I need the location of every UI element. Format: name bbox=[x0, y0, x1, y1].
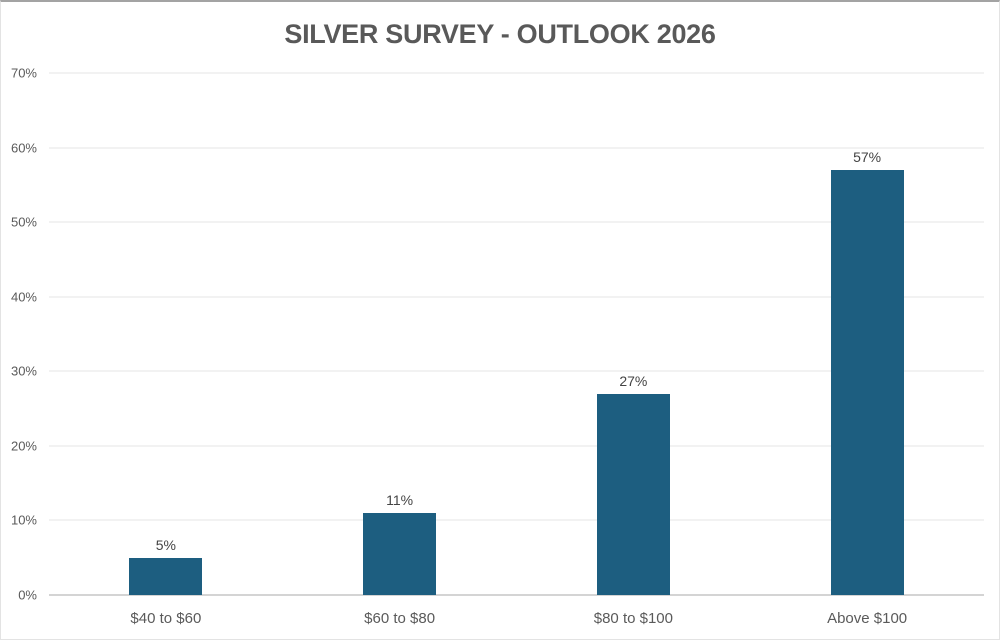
plot-area: 5% 11% 27% 57% bbox=[49, 72, 984, 596]
bar-group-4: 57% bbox=[750, 73, 984, 595]
y-axis-tick-label: 70% bbox=[10, 65, 37, 81]
gridline bbox=[49, 72, 984, 74]
y-axis: 0% 10% 20% 30% 40% 50% 60% 70% bbox=[1, 66, 41, 603]
x-axis: $40 to $60 $60 to $80 $80 to $100 Above $10… bbox=[49, 595, 984, 635]
x-axis-category-label: $80 to $100 bbox=[593, 610, 673, 627]
gridline bbox=[49, 445, 984, 447]
bar-value-label: 5% bbox=[155, 536, 176, 553]
bar-value-label: 27% bbox=[619, 372, 648, 389]
y-axis-tick-label: 50% bbox=[10, 214, 37, 230]
gridline bbox=[49, 147, 984, 149]
bar-2 bbox=[363, 512, 437, 595]
x-axis-line bbox=[49, 594, 984, 596]
y-axis-tick-label: 20% bbox=[10, 438, 37, 454]
x-axis-category-label: $60 to $80 bbox=[364, 610, 436, 627]
bar-value-label: 57% bbox=[853, 148, 882, 165]
chart-title: SILVER SURVEY - OUTLOOK 2026 bbox=[284, 19, 716, 49]
bars-layer: 5% 11% 27% 57% bbox=[49, 73, 984, 595]
gridline bbox=[49, 519, 984, 521]
gridline bbox=[49, 296, 984, 298]
bar-group-1: 5% bbox=[49, 73, 283, 595]
bar-3 bbox=[596, 393, 670, 595]
bar-group-2: 11% bbox=[283, 73, 517, 595]
bar-1 bbox=[129, 557, 203, 595]
y-axis-tick-label: 0% bbox=[18, 587, 37, 603]
gridline bbox=[49, 221, 984, 223]
bar-value-label: 11% bbox=[386, 491, 414, 508]
y-axis-tick-label: 30% bbox=[10, 363, 37, 379]
y-axis-tick-label: 10% bbox=[10, 512, 37, 528]
bar-4 bbox=[830, 169, 904, 595]
y-axis-tick-label: 40% bbox=[10, 289, 37, 305]
x-axis-category-label: Above $100 bbox=[827, 610, 908, 627]
x-axis-category-label: $40 to $60 bbox=[130, 610, 202, 627]
y-axis-tick-label: 60% bbox=[10, 140, 37, 156]
gridline bbox=[49, 370, 984, 372]
bar-group-3: 27% bbox=[517, 73, 751, 595]
